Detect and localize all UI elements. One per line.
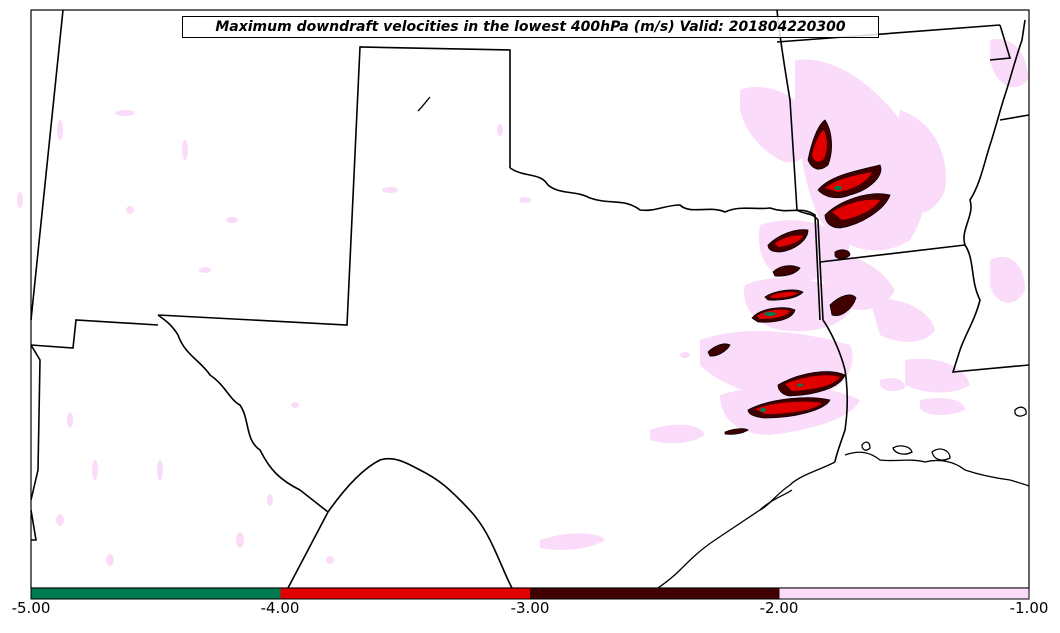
coastline: [417, 96, 1030, 589]
colorbar-segment: [31, 588, 281, 599]
map-title: Maximum downdraft velocities in the lowe…: [182, 16, 879, 38]
downdraft-extreme-areas: [760, 186, 842, 412]
colorbar-segment: [530, 588, 780, 599]
colorbar-tick-label: -2.00: [759, 599, 799, 617]
colorbar-tick-label: -1.00: [1009, 599, 1049, 617]
colorbar-border: [30, 587, 1030, 600]
colorbar-segment: [280, 588, 530, 599]
colorbar-tick-label: -5.00: [11, 599, 51, 617]
colorbar-segment: [779, 588, 1029, 599]
colorbar: [30, 587, 1030, 600]
colorbar-tick-label: -3.00: [510, 599, 550, 617]
colorbar-tick-label: -4.00: [260, 599, 300, 617]
state-boundaries: [30, 9, 1030, 589]
